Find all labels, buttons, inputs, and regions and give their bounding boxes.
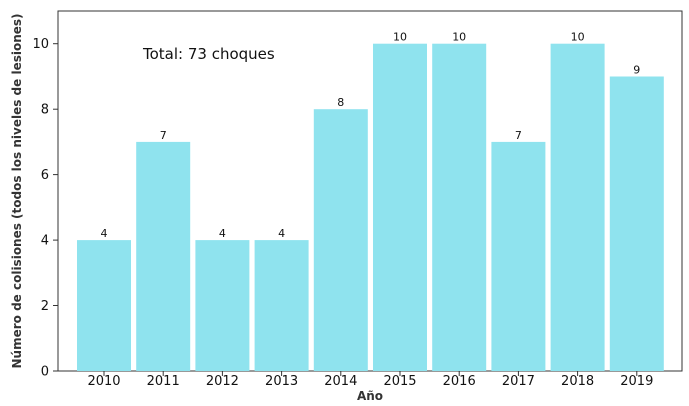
bar-2010 [77, 240, 131, 371]
data-label-2019: 9 [633, 64, 640, 77]
y-axis: 0 2 4 6 8 10 [32, 37, 58, 380]
y-tick-label-2: 2 [41, 299, 49, 314]
annotation-total: Total: 73 choques [142, 45, 275, 63]
x-tick-label-2013: 2013 [265, 374, 298, 389]
bar-2011 [136, 141, 191, 371]
y-tick-label-10: 10 [32, 37, 49, 52]
bar-2013 [254, 240, 309, 371]
bar-2019 [609, 76, 664, 371]
x-tick-label-2017: 2017 [502, 374, 535, 389]
x-tick-label-2014: 2014 [324, 374, 357, 389]
data-label-2013: 4 [278, 227, 285, 240]
data-label-2010: 4 [101, 227, 108, 240]
bar-2014 [313, 109, 368, 371]
x-tick-label-2016: 2016 [443, 374, 476, 389]
y-tick-label-4: 4 [41, 234, 49, 249]
bar-2015 [373, 43, 427, 371]
x-axis-title: Año [357, 389, 383, 403]
y-tick-label-0: 0 [41, 365, 49, 380]
x-tick-label-2015: 2015 [383, 374, 416, 389]
x-tick-label-2012: 2012 [206, 374, 239, 389]
data-labels-layer: 4 7 4 4 8 10 10 7 10 9 [101, 31, 641, 240]
x-tick-label-2010: 2010 [87, 374, 120, 389]
bar-2012 [195, 240, 250, 371]
bar-2016 [432, 43, 487, 371]
data-label-2017: 7 [515, 129, 522, 142]
data-label-2015: 10 [393, 31, 407, 44]
y-tick-label-6: 6 [41, 168, 49, 183]
x-tick-label-2011: 2011 [147, 374, 180, 389]
bar-2017 [491, 141, 546, 371]
y-axis-title: Número de colisiones (todos los niveles … [10, 13, 24, 368]
data-label-2018: 10 [571, 31, 585, 44]
x-tick-label-2018: 2018 [561, 374, 594, 389]
data-label-2012: 4 [219, 227, 226, 240]
bars-layer [77, 43, 664, 371]
data-label-2016: 10 [452, 31, 466, 44]
bar-2018 [550, 43, 605, 371]
y-tick-label-8: 8 [41, 103, 49, 118]
data-label-2014: 8 [337, 96, 344, 109]
data-label-2011: 7 [160, 129, 167, 142]
x-axis: 2010 2011 2012 2013 2014 2015 2016 2017 2018 2019 [87, 371, 653, 389]
x-tick-label-2019: 2019 [620, 374, 653, 389]
